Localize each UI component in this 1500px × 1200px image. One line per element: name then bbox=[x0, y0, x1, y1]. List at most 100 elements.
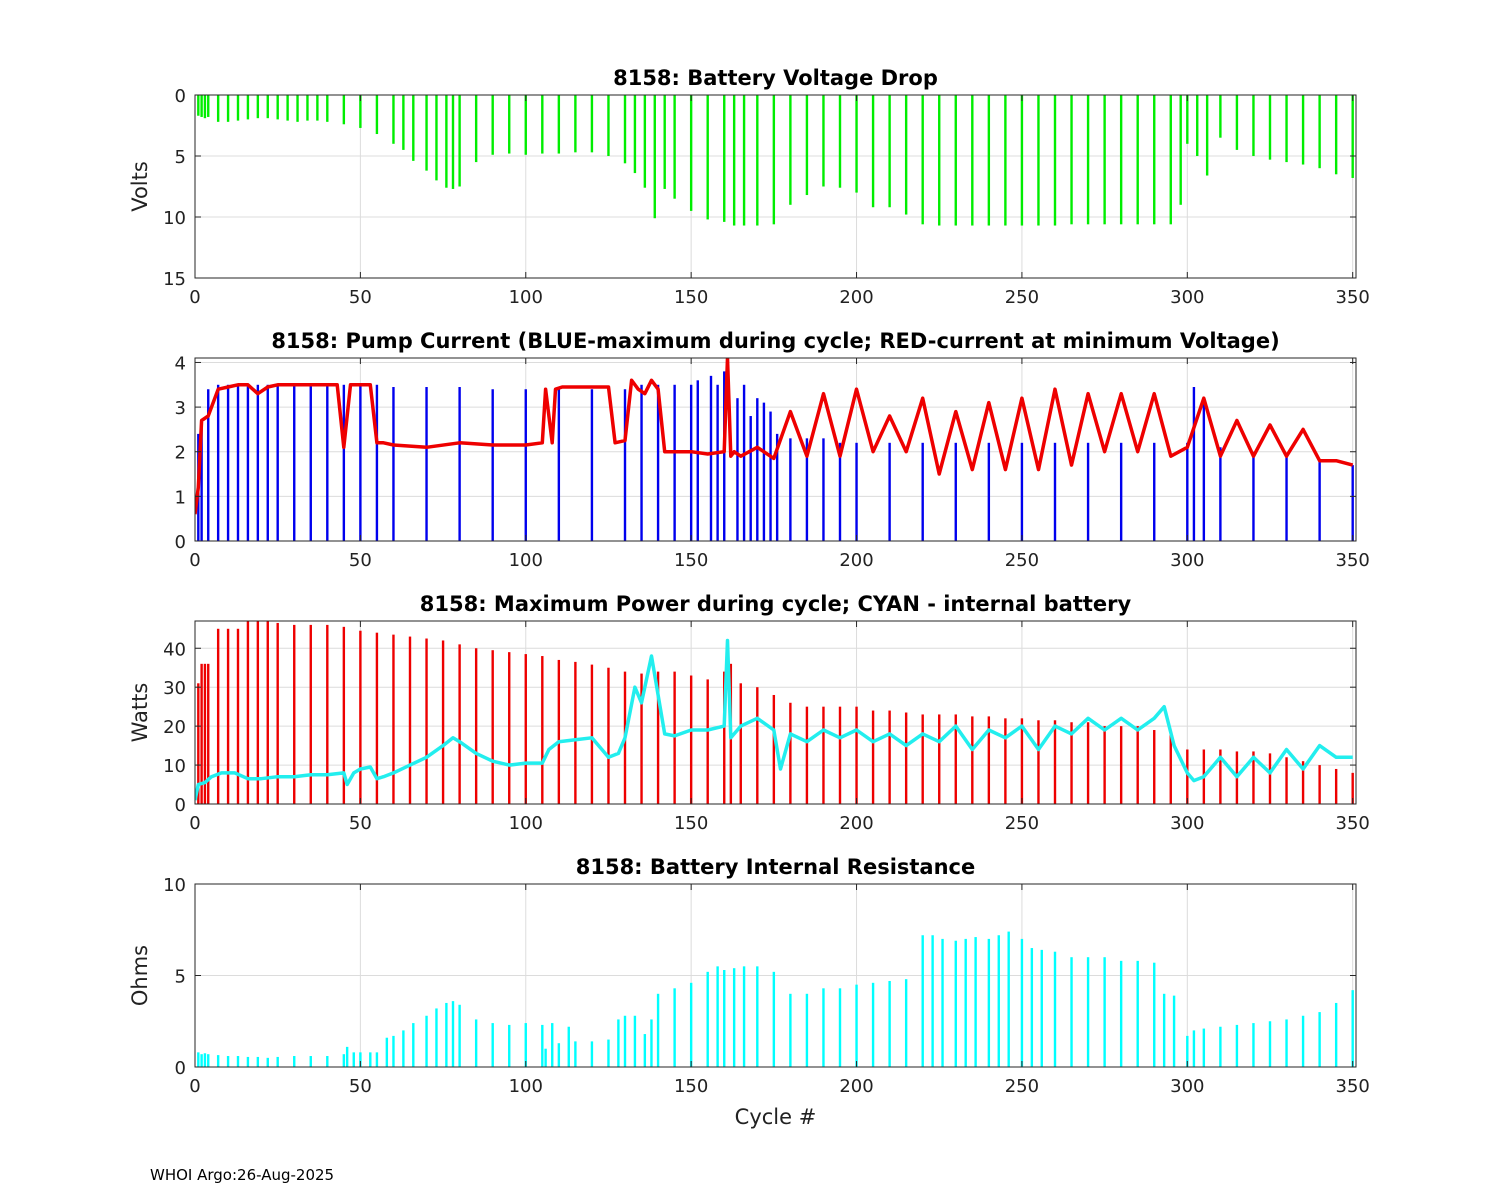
bar bbox=[1119, 726, 1123, 804]
bar bbox=[921, 442, 924, 541]
bar bbox=[1153, 730, 1156, 804]
x-tick-label: 300 bbox=[1170, 1076, 1204, 1097]
chart-title: 8158: Battery Internal Resistance bbox=[576, 855, 976, 879]
bar bbox=[904, 979, 908, 1067]
bar bbox=[203, 95, 207, 119]
bar bbox=[1086, 442, 1090, 541]
bar bbox=[640, 384, 643, 541]
bar bbox=[342, 384, 346, 541]
bar bbox=[445, 1002, 448, 1067]
bar bbox=[756, 95, 759, 226]
y-axis-label: Volts bbox=[128, 161, 152, 212]
y-tick-label: 10 bbox=[163, 875, 186, 896]
bar bbox=[1219, 1026, 1222, 1067]
bar bbox=[326, 384, 329, 541]
bar bbox=[216, 95, 220, 122]
bar bbox=[392, 95, 395, 144]
bar bbox=[1252, 95, 1255, 156]
bar bbox=[445, 95, 448, 188]
axes-frame bbox=[194, 620, 1357, 805]
y-tick-label: 30 bbox=[163, 678, 186, 699]
bar bbox=[888, 710, 891, 804]
bar bbox=[656, 671, 660, 804]
bar bbox=[412, 1023, 415, 1067]
bar bbox=[1037, 720, 1040, 804]
y-tick-label: 5 bbox=[175, 967, 186, 988]
bar bbox=[316, 95, 319, 121]
x-tick-label: 200 bbox=[839, 287, 873, 308]
bar bbox=[1268, 1021, 1272, 1067]
bar bbox=[822, 438, 825, 541]
bar bbox=[1153, 442, 1156, 541]
bar bbox=[789, 702, 792, 804]
bar bbox=[276, 384, 279, 541]
bar bbox=[732, 95, 736, 226]
bar bbox=[207, 95, 210, 117]
bar bbox=[246, 621, 250, 804]
x-tick-label: 250 bbox=[1005, 550, 1039, 571]
bar bbox=[954, 714, 957, 804]
bar bbox=[1351, 772, 1354, 804]
bar bbox=[342, 1054, 346, 1067]
bar bbox=[551, 1023, 554, 1067]
bar bbox=[524, 1023, 527, 1067]
bar bbox=[673, 988, 676, 1067]
x-tick-label: 300 bbox=[1170, 813, 1204, 834]
bar bbox=[1070, 722, 1073, 804]
bar bbox=[197, 683, 200, 804]
bar bbox=[309, 624, 312, 804]
bar bbox=[1268, 95, 1272, 160]
x-tick-label: 0 bbox=[189, 1076, 200, 1097]
bar bbox=[971, 716, 974, 804]
bar bbox=[1285, 95, 1288, 163]
x-tick-label: 50 bbox=[349, 813, 372, 834]
bar bbox=[656, 384, 660, 541]
bar bbox=[1070, 95, 1073, 225]
bar bbox=[971, 95, 974, 226]
bar bbox=[656, 993, 660, 1067]
bar bbox=[256, 621, 260, 804]
bar bbox=[276, 622, 279, 804]
bar bbox=[1252, 751, 1255, 804]
bar bbox=[1037, 95, 1040, 226]
bar bbox=[653, 95, 656, 219]
bar bbox=[1030, 948, 1034, 1067]
bar bbox=[306, 95, 309, 121]
bar bbox=[435, 1008, 438, 1067]
y-tick-label: 0 bbox=[175, 795, 186, 816]
bar bbox=[458, 1004, 461, 1067]
bar bbox=[709, 375, 713, 541]
bar bbox=[276, 95, 279, 120]
bar bbox=[888, 95, 891, 208]
chart-panel-2: 0 50 100 150 200 250 300 350 0 1 2 3 4 8158: Pump Cur… bbox=[175, 329, 1370, 571]
bar bbox=[1169, 95, 1172, 225]
bar bbox=[392, 634, 395, 804]
bar bbox=[888, 442, 891, 541]
bar bbox=[1318, 95, 1321, 169]
bar bbox=[855, 442, 858, 541]
bar bbox=[474, 1019, 478, 1067]
bar bbox=[236, 95, 240, 121]
bar bbox=[216, 384, 220, 541]
x-tick-label: 350 bbox=[1336, 287, 1370, 308]
bar bbox=[1235, 1024, 1239, 1067]
bar bbox=[1053, 442, 1057, 541]
bar bbox=[1351, 465, 1354, 541]
bar bbox=[1070, 957, 1073, 1067]
bar bbox=[1351, 95, 1354, 178]
y-tick-label: 4 bbox=[175, 353, 186, 374]
bar bbox=[617, 1019, 620, 1067]
bar bbox=[673, 95, 676, 199]
bar bbox=[226, 384, 230, 541]
bar bbox=[541, 656, 544, 804]
bar bbox=[491, 389, 494, 541]
bar bbox=[1219, 749, 1222, 804]
y-tick-label: 0 bbox=[175, 86, 186, 107]
bar bbox=[197, 95, 200, 116]
bar bbox=[1192, 387, 1196, 541]
bar bbox=[226, 628, 230, 804]
bar bbox=[736, 398, 739, 541]
bar bbox=[650, 1019, 653, 1067]
bar bbox=[1153, 962, 1156, 1067]
bar bbox=[1186, 442, 1189, 541]
